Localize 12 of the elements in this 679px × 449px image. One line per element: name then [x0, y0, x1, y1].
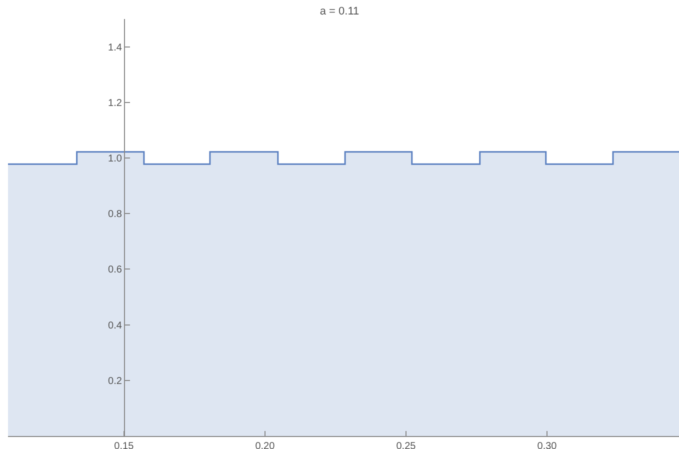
chart-title: a = 0.11: [320, 5, 360, 18]
y-tick-label: 0.4: [108, 320, 122, 332]
y-tick-label: 0.8: [108, 209, 122, 220]
x-tick-label: 0.15: [114, 441, 134, 449]
x-tick-label: 0.25: [396, 441, 416, 449]
x-tick-label: 0.20: [255, 441, 276, 449]
y-tick-label: 1.2: [108, 98, 122, 109]
y-tick-label: 0.2: [108, 376, 122, 387]
x-tick-label: 0.30: [537, 441, 558, 449]
y-tick-label: 0.6: [108, 264, 122, 276]
y-tick-label: 1.0: [108, 154, 122, 164]
y-tick-label: 1.4: [108, 42, 122, 54]
